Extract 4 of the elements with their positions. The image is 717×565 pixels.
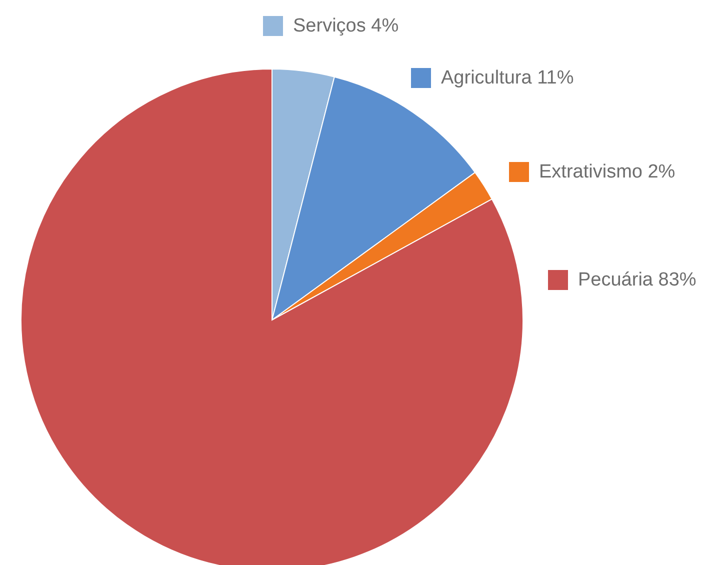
legend-label: Serviços 4%: [293, 16, 399, 36]
legend-label: Extrativismo 2%: [539, 162, 676, 182]
legend-label: Pecuária 83%: [578, 270, 696, 290]
legend-label: Agricultura 11%: [441, 68, 574, 88]
